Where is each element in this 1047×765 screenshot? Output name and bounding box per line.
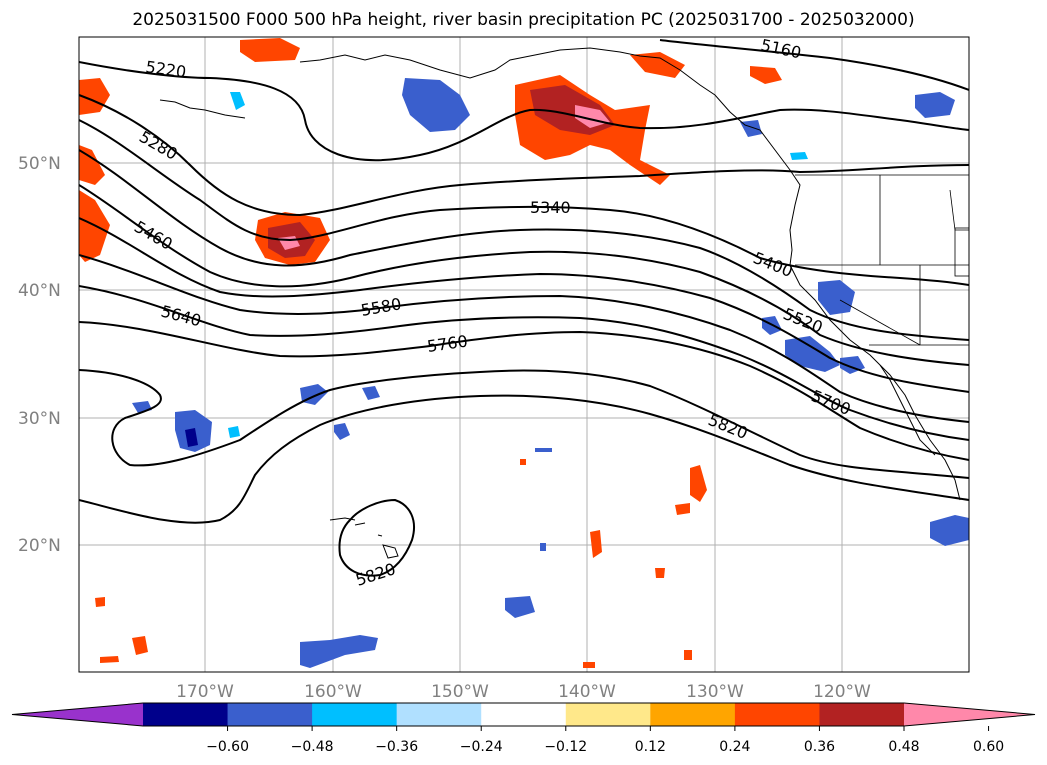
colorbar [11,702,1036,727]
colorbar-extend-high [904,703,1035,726]
colorbar-outline [11,702,1036,727]
borders [795,174,969,346]
lon-label-160w: 160°W [304,682,362,702]
lon-label-140w: 140°W [558,682,616,702]
colorbar-tick-label: 0.24 [719,739,750,755]
colorbar-tick-label: 0.60 [973,739,1004,755]
colorbar-segment [396,703,482,726]
colorbar-segment [312,703,398,726]
colorbar-segment [565,703,651,726]
lat-label-30n: 30°N [18,409,61,429]
lat-label-40n: 40°N [18,281,61,301]
colorbar-tick-label: 0.48 [888,739,919,755]
height-contours [79,39,969,577]
colorbar-ticks: −0.60 −0.48 −0.36 −0.24 −0.12 0.12 0.24 0.36 0.4… [206,726,1004,755]
colorbar-segment [227,703,313,726]
colorbar-tick-label: −0.12 [544,739,587,755]
page-title: 2025031500 F000 500 hPa height, river ba… [132,10,915,30]
lon-labels: 170°W 160°W 150°W 140°W 130°W 120°W [176,682,871,702]
lon-label-120w: 120°W [813,682,871,702]
lat-label-50n: 50°N [18,154,61,174]
colorbar-segment [819,703,905,726]
lat-label-20n: 20°N [18,536,61,556]
colorbar-segment [481,703,567,726]
colorbar-tick-label: 0.36 [804,739,835,755]
colorbar-tick-label: −0.48 [291,739,334,755]
colorbar-segment [650,703,736,726]
contour-label-5340: 5340 [530,198,571,217]
colorbar-tick-label: −0.24 [460,739,503,755]
colorbar-extend-low [12,703,143,726]
lat-labels: 50°N 40°N 30°N 20°N [18,154,61,556]
lon-label-130w: 130°W [686,682,744,702]
colorbar-segment [734,703,820,726]
precip-negative [132,78,969,668]
colorbar-tick-label: 0.12 [635,739,666,755]
colorbar-tick-label: −0.60 [206,739,249,755]
colorbar-tick-label: −0.36 [375,739,418,755]
map-frame [78,36,970,673]
lon-label-150w: 150°W [431,682,489,702]
lon-label-170w: 170°W [176,682,234,702]
colorbar-segment [143,703,229,726]
